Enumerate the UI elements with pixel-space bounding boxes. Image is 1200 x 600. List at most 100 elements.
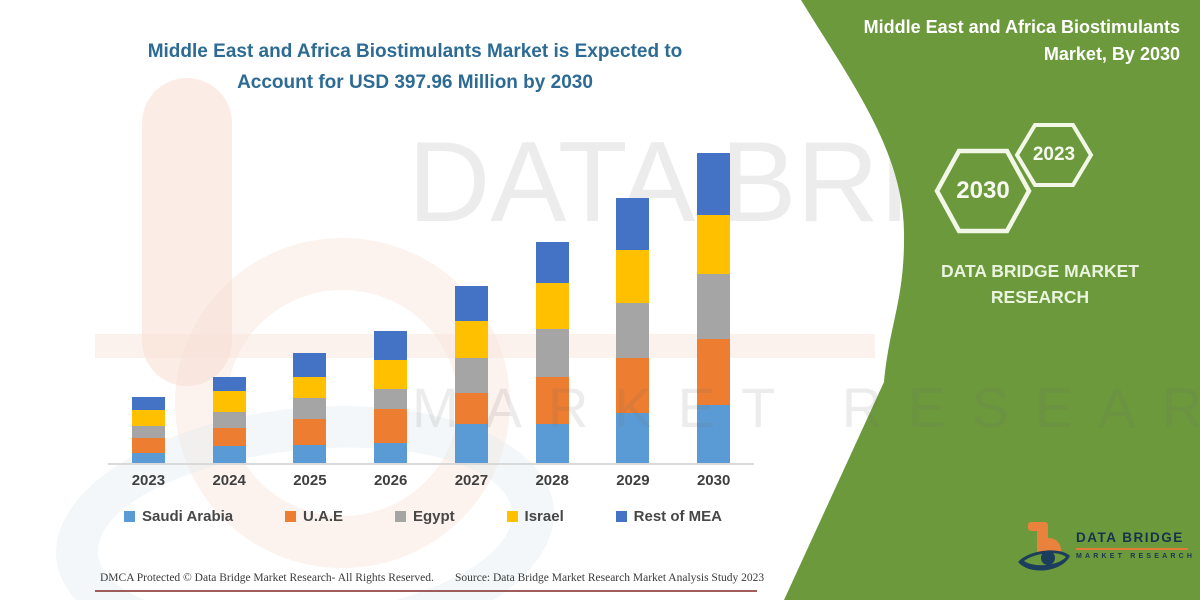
- data-bridge-logo-icon: [1018, 522, 1070, 571]
- legend-label-egypt: Egypt: [412, 508, 455, 525]
- segment-u-a-e-2025: [293, 419, 327, 446]
- segment-rest-of-mea-2023: [131, 396, 165, 411]
- chart-legend: Saudi Arabia U.A.E Egypt Israel Rest of MEA: [124, 508, 722, 525]
- chart-title-line1: Middle East and Africa Biostimulants Mar…: [147, 41, 683, 62]
- segment-saudi-arabia-2030: [697, 404, 731, 463]
- legend-marker-saudi-arabia: [124, 511, 135, 522]
- chart-title-line2: Account for USD 397.96 Million by 2030: [237, 72, 593, 94]
- stacked-bar-2028: [535, 242, 569, 463]
- segment-saudi-arabia-2029: [616, 413, 650, 463]
- segment-u-a-e-2029: [616, 357, 650, 414]
- legend-label-rest-of-mea: Rest of MEA: [633, 508, 722, 525]
- segment-egypt-2028: [535, 329, 569, 377]
- legend-item-rest-of-mea: Rest of MEA: [615, 508, 722, 525]
- segment-u-a-e-2024: [212, 428, 246, 446]
- stacked-bar-2026: [374, 330, 408, 463]
- footer-accent-line: [95, 590, 757, 592]
- legend-marker-rest-of-mea: [615, 511, 627, 522]
- footer-source-text: Source: Data Bridge Market Research Mark…: [455, 572, 765, 584]
- stacked-bar-2025: [293, 353, 327, 463]
- axis-label-2030: 2030: [696, 472, 731, 489]
- footer-dmca-text: DMCA Protected © Data Bridge Market Rese…: [100, 572, 434, 584]
- segment-egypt-2023: [131, 426, 165, 439]
- axis-label-2026: 2026: [373, 472, 408, 489]
- chart-title: Middle East and Africa Biostimulants Mar…: [90, 36, 740, 99]
- bar-column-2026: [350, 140, 431, 463]
- axis-label-2027: 2027: [454, 472, 489, 489]
- legend-marker-egypt: [394, 511, 406, 522]
- segment-rest-of-mea-2028: [535, 242, 569, 284]
- legend-item-saudi-arabia: Saudi Arabia: [124, 508, 233, 525]
- brand-text-line2: RESEARCH: [990, 287, 1090, 308]
- segment-u-a-e-2026: [374, 409, 408, 443]
- segment-rest-of-mea-2029: [616, 197, 650, 250]
- side-panel-title-line1: Middle East and Africa Biostimulants: [863, 17, 1180, 37]
- segment-israel-2025: [293, 376, 327, 399]
- logo-rule: [1076, 548, 1188, 550]
- bar-column-2028: [512, 140, 593, 463]
- segment-u-a-e-2023: [131, 438, 165, 453]
- segment-rest-of-mea-2026: [374, 330, 408, 360]
- segment-rest-of-mea-2024: [212, 376, 246, 392]
- segment-u-a-e-2028: [535, 376, 569, 425]
- legend-label-u-a-e: U.A.E: [303, 508, 344, 525]
- hexagon-2023-label: 2023: [1032, 144, 1076, 165]
- bar-column-2024: [189, 140, 270, 463]
- legend-marker-israel: [506, 511, 518, 522]
- legend-item-israel: Israel: [506, 508, 564, 525]
- segment-israel-2023: [131, 410, 165, 427]
- segment-israel-2029: [616, 249, 650, 303]
- bar-column-2023: [108, 140, 189, 463]
- segment-egypt-2030: [697, 273, 731, 340]
- segment-rest-of-mea-2025: [293, 353, 327, 377]
- legend-item-egypt: Egypt: [394, 508, 455, 525]
- segment-rest-of-mea-2027: [454, 286, 488, 321]
- logo-wordmark: DATA BRIDGE: [1076, 530, 1184, 545]
- brand-text: DATA BRIDGE MARKET RESEARCH: [905, 258, 1175, 311]
- segment-saudi-arabia-2023: [131, 452, 165, 463]
- axis-label-2023: 2023: [131, 472, 166, 489]
- bar-column-2029: [593, 140, 674, 463]
- segment-israel-2026: [374, 359, 408, 390]
- segment-saudi-arabia-2027: [454, 424, 488, 463]
- segment-israel-2030: [697, 214, 731, 274]
- axis-label-2024: 2024: [212, 472, 246, 489]
- axis-label-2028: 2028: [535, 472, 569, 489]
- bar-column-2030: [673, 140, 754, 463]
- brand-text-line1: DATA BRIDGE MARKET: [941, 261, 1139, 281]
- data-bridge-logo: DATA BRIDGE MARKET RESEARCH: [1018, 518, 1198, 590]
- stacked-bar-2024: [212, 376, 246, 463]
- segment-saudi-arabia-2024: [212, 445, 246, 463]
- logo-subtext: MARKET RESEARCH: [1076, 553, 1196, 560]
- side-panel-title: Middle East and Africa Biostimulants Mar…: [810, 14, 1180, 68]
- axis-label-2029: 2029: [616, 472, 650, 489]
- legend-label-saudi-arabia: Saudi Arabia: [142, 508, 234, 525]
- segment-egypt-2027: [454, 357, 488, 393]
- segment-israel-2027: [454, 320, 488, 358]
- stacked-bar-2023: [131, 396, 165, 463]
- legend-marker-u-a-e: [285, 511, 297, 522]
- segment-israel-2024: [212, 391, 246, 412]
- stacked-bar-2027: [454, 286, 488, 463]
- watermark-text-line2: MARKET RESEARCH: [412, 376, 1200, 439]
- side-panel-title-line2: Market, By 2030: [1043, 44, 1180, 64]
- x-axis-labels: 2023 2024 2025 2026 2027 2028 2029 2030: [108, 472, 754, 489]
- segment-israel-2028: [535, 283, 569, 330]
- segment-rest-of-mea-2030: [697, 153, 731, 215]
- segment-u-a-e-2030: [697, 339, 731, 405]
- segment-egypt-2026: [374, 389, 408, 410]
- segment-saudi-arabia-2026: [374, 442, 408, 463]
- segment-saudi-arabia-2025: [293, 445, 327, 463]
- segment-saudi-arabia-2028: [535, 424, 569, 463]
- segment-egypt-2029: [616, 302, 650, 358]
- stacked-bar-2030: [697, 153, 731, 463]
- bar-column-2027: [431, 140, 512, 463]
- plot-area: [108, 140, 754, 465]
- segment-egypt-2024: [212, 411, 246, 428]
- bar-column-2025: [270, 140, 351, 463]
- legend-item-u-a-e: U.A.E: [285, 508, 343, 525]
- axis-label-2025: 2025: [293, 472, 327, 489]
- segment-egypt-2025: [293, 398, 327, 420]
- stacked-bar-2029: [616, 197, 650, 463]
